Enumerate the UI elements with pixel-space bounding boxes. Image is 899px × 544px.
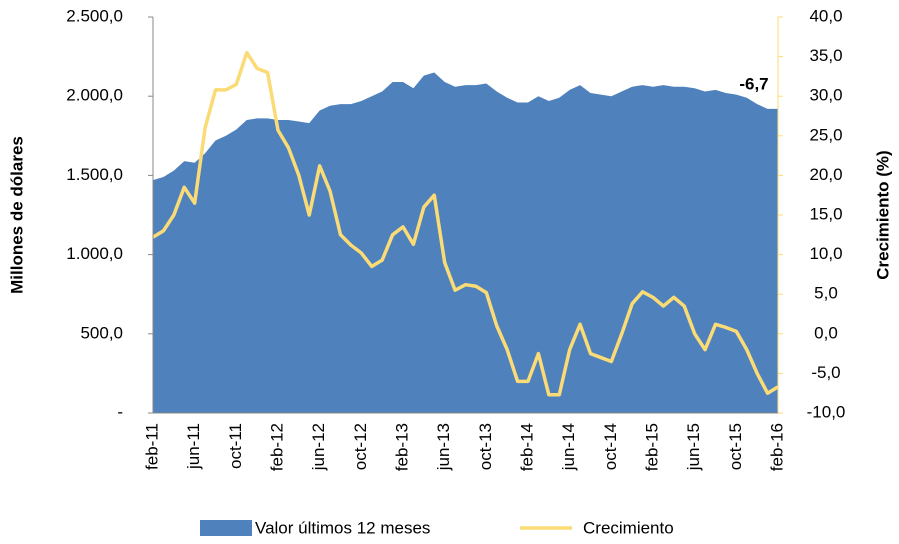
y-tick-label: 1.000,0	[66, 244, 123, 263]
x-tick-label: jun-12	[309, 423, 328, 471]
legend-swatch	[200, 520, 252, 536]
y2-tick-label: 5,0	[814, 284, 838, 303]
x-tick-label: jun-15	[684, 423, 703, 471]
x-tick-label: oct-13	[476, 423, 495, 470]
y2-tick-label: -10,0	[807, 402, 846, 421]
legend-label: Valor últimos 12 meses	[255, 518, 430, 537]
area	[153, 72, 778, 413]
x-tick-label: feb-15	[642, 423, 661, 471]
x-tick-label: oct-14	[601, 423, 620, 470]
y-tick-label: 2.000,0	[66, 86, 123, 105]
x-tick-label: oct-12	[351, 423, 370, 470]
x-tick-label: feb-16	[767, 423, 786, 471]
line	[152, 50, 779, 397]
x-tick-label: feb-14	[517, 423, 536, 471]
y2-tick-label: 10,0	[809, 244, 842, 263]
x-tick-label: jun-11	[184, 423, 203, 470]
y2-tick-label: 15,0	[809, 204, 842, 223]
x-tick-label: feb-13	[392, 423, 411, 471]
data-label: -6,7	[739, 74, 768, 93]
y-tick-label: 500,0	[80, 323, 123, 342]
x-tick-label: jun-13	[434, 423, 453, 471]
y2-tick-label: 35,0	[809, 46, 842, 65]
y-tick-label: 1.500,0	[66, 165, 123, 184]
y2-tick-label: 30,0	[809, 86, 842, 105]
y2-axis-title: Crecimiento (%)	[873, 150, 892, 279]
legend-label: Crecimiento	[583, 518, 674, 537]
y2-tick-label: 40,0	[809, 6, 842, 25]
y-axis-title: Millones de dólares	[7, 136, 26, 294]
x-tick-label: jun-14	[559, 423, 578, 471]
y-tick-label: 2.500,0	[66, 6, 123, 25]
y-tick-label: -	[117, 402, 123, 421]
x-tick-label: oct-11	[226, 423, 245, 469]
x-tick-label: oct-15	[726, 423, 745, 470]
y2-tick-label: -5,0	[811, 363, 840, 382]
y2-tick-label: 25,0	[809, 125, 842, 144]
y2-tick-label: 0,0	[814, 323, 838, 342]
x-tick-label: feb-11	[142, 423, 161, 470]
x-tick-label: feb-12	[267, 423, 286, 471]
y2-tick-label: 20,0	[809, 165, 842, 184]
